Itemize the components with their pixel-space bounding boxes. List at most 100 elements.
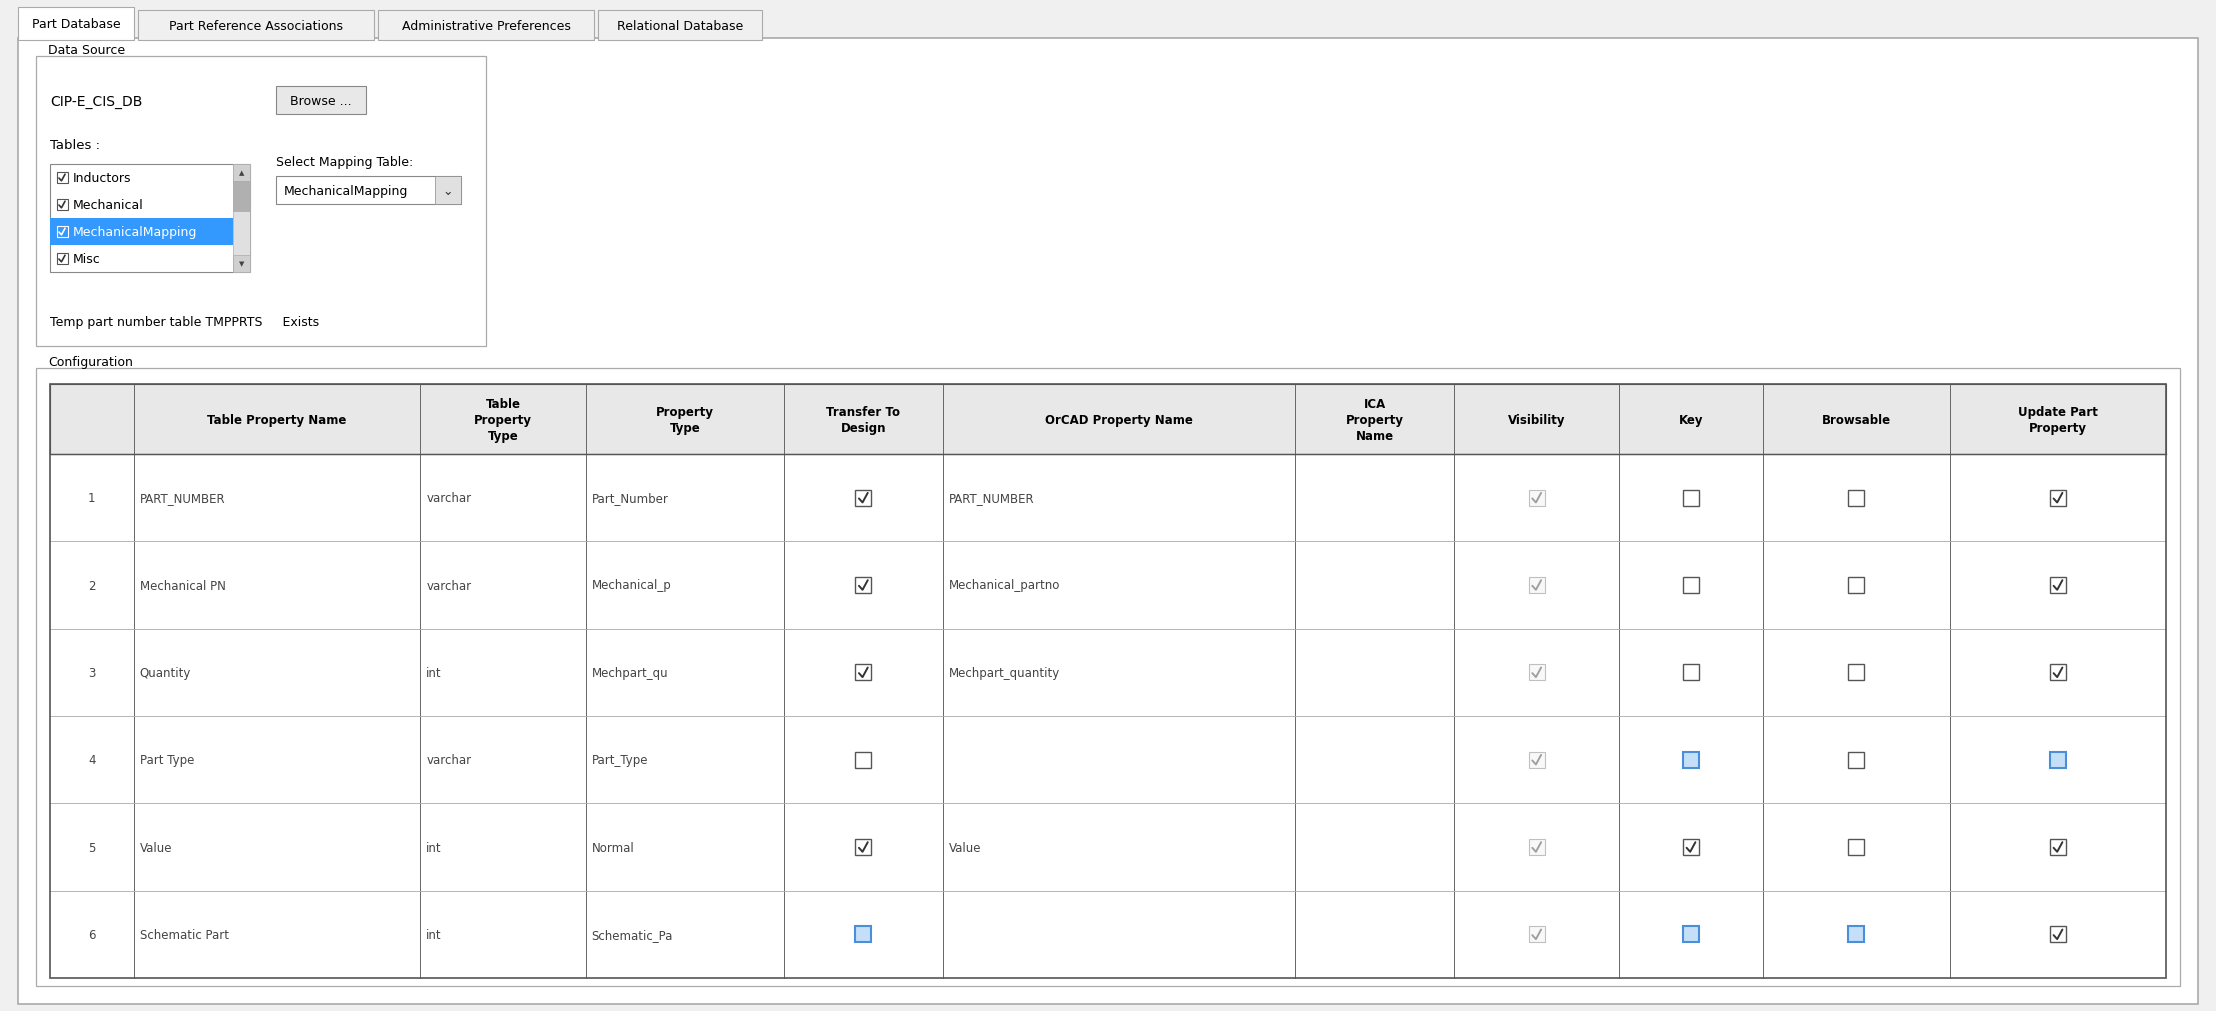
Text: Update Part
Property: Update Part Property bbox=[2019, 405, 2099, 434]
Text: Select Mapping Table:: Select Mapping Table: bbox=[277, 156, 412, 169]
Text: Browse ...: Browse ... bbox=[290, 94, 352, 107]
Text: MechanicalMapping: MechanicalMapping bbox=[73, 225, 197, 239]
Text: Temp part number table TMPPRTS     Exists: Temp part number table TMPPRTS Exists bbox=[51, 315, 319, 329]
Text: Configuration: Configuration bbox=[49, 356, 133, 369]
Text: Misc: Misc bbox=[73, 253, 100, 266]
Text: Quantity: Quantity bbox=[140, 666, 191, 679]
Text: CIP-E_CIS_DB: CIP-E_CIS_DB bbox=[51, 95, 142, 109]
Text: PART_NUMBER: PART_NUMBER bbox=[140, 491, 226, 504]
Text: int: int bbox=[425, 666, 441, 679]
Bar bbox=[51, 218, 233, 246]
Bar bbox=[51, 384, 2165, 978]
Bar bbox=[1529, 664, 1545, 680]
Bar bbox=[18, 8, 133, 41]
Bar bbox=[434, 177, 461, 205]
Bar bbox=[598, 11, 762, 41]
Bar bbox=[55, 173, 66, 184]
Text: 5: 5 bbox=[89, 841, 95, 853]
Text: Value: Value bbox=[948, 841, 982, 853]
Bar bbox=[855, 490, 871, 507]
Text: Part Type: Part Type bbox=[140, 753, 195, 766]
Bar bbox=[855, 577, 871, 593]
Bar bbox=[1529, 577, 1545, 593]
Bar bbox=[35, 57, 485, 347]
Bar bbox=[55, 226, 66, 238]
Text: Relational Database: Relational Database bbox=[616, 19, 742, 32]
Bar bbox=[855, 926, 871, 942]
Text: MechanicalMapping: MechanicalMapping bbox=[284, 184, 408, 197]
Bar bbox=[1682, 926, 1700, 942]
Bar bbox=[1529, 926, 1545, 942]
Bar bbox=[2050, 926, 2065, 942]
Bar bbox=[379, 11, 594, 41]
Bar bbox=[1529, 839, 1545, 855]
Text: Administrative Preferences: Administrative Preferences bbox=[401, 19, 570, 32]
Text: Data Source: Data Source bbox=[49, 43, 124, 57]
Bar bbox=[855, 839, 871, 855]
Text: Part Database: Part Database bbox=[31, 18, 120, 31]
Text: Visibility: Visibility bbox=[1507, 413, 1564, 426]
Text: Mechanical PN: Mechanical PN bbox=[140, 579, 226, 591]
Bar bbox=[1848, 839, 1864, 855]
Text: Browsable: Browsable bbox=[1822, 413, 1890, 426]
Bar bbox=[51, 165, 250, 273]
Text: varchar: varchar bbox=[425, 753, 472, 766]
Text: Inductors: Inductors bbox=[73, 172, 131, 185]
Bar bbox=[1848, 664, 1864, 680]
Text: 2: 2 bbox=[89, 579, 95, 591]
Text: Part Reference Associations: Part Reference Associations bbox=[168, 19, 343, 32]
Bar bbox=[277, 87, 366, 115]
Text: Key: Key bbox=[1680, 413, 1704, 426]
Bar bbox=[1682, 490, 1700, 507]
Bar bbox=[2050, 664, 2065, 680]
Bar bbox=[1848, 490, 1864, 507]
Bar bbox=[1529, 490, 1545, 507]
Bar bbox=[855, 752, 871, 768]
Text: 4: 4 bbox=[89, 753, 95, 766]
Bar bbox=[1682, 752, 1700, 768]
Bar bbox=[1848, 577, 1864, 593]
Bar bbox=[137, 11, 375, 41]
Text: Tables :: Tables : bbox=[51, 139, 100, 152]
Bar bbox=[1848, 926, 1864, 942]
Text: ICA
Property
Name: ICA Property Name bbox=[1345, 397, 1403, 442]
Bar bbox=[1682, 839, 1700, 855]
Text: 6: 6 bbox=[89, 928, 95, 941]
Text: int: int bbox=[425, 928, 441, 941]
Bar bbox=[55, 200, 66, 210]
Bar bbox=[1529, 752, 1545, 768]
Bar bbox=[35, 369, 2181, 986]
Bar bbox=[233, 182, 250, 211]
Text: Mechpart_qu: Mechpart_qu bbox=[592, 666, 669, 679]
Text: Property
Type: Property Type bbox=[656, 405, 714, 434]
Text: Mechanical_p: Mechanical_p bbox=[592, 579, 671, 591]
Bar bbox=[233, 165, 250, 273]
Text: Table
Property
Type: Table Property Type bbox=[474, 397, 532, 442]
Bar bbox=[277, 177, 461, 205]
Bar bbox=[51, 384, 2165, 455]
Bar bbox=[1848, 752, 1864, 768]
Text: varchar: varchar bbox=[425, 491, 472, 504]
Bar bbox=[2050, 490, 2065, 507]
Text: int: int bbox=[425, 841, 441, 853]
Text: Mechpart_quantity: Mechpart_quantity bbox=[948, 666, 1059, 679]
Text: ▲: ▲ bbox=[239, 170, 244, 176]
Text: ⌄: ⌄ bbox=[443, 184, 454, 197]
Bar bbox=[55, 254, 66, 265]
Bar bbox=[855, 664, 871, 680]
Text: varchar: varchar bbox=[425, 579, 472, 591]
Text: 1: 1 bbox=[89, 491, 95, 504]
Text: Schematic_Pa: Schematic_Pa bbox=[592, 928, 674, 941]
Text: Value: Value bbox=[140, 841, 173, 853]
Bar bbox=[2050, 752, 2065, 768]
Bar bbox=[1682, 664, 1700, 680]
Text: Transfer To
Design: Transfer To Design bbox=[827, 405, 900, 434]
Bar bbox=[2050, 839, 2065, 855]
Text: Part_Type: Part_Type bbox=[592, 753, 647, 766]
Text: ▼: ▼ bbox=[239, 261, 244, 267]
Bar bbox=[233, 165, 250, 182]
Text: Part_Number: Part_Number bbox=[592, 491, 669, 504]
Text: Table Property Name: Table Property Name bbox=[208, 413, 346, 426]
Text: Normal: Normal bbox=[592, 841, 634, 853]
Bar bbox=[233, 256, 250, 273]
